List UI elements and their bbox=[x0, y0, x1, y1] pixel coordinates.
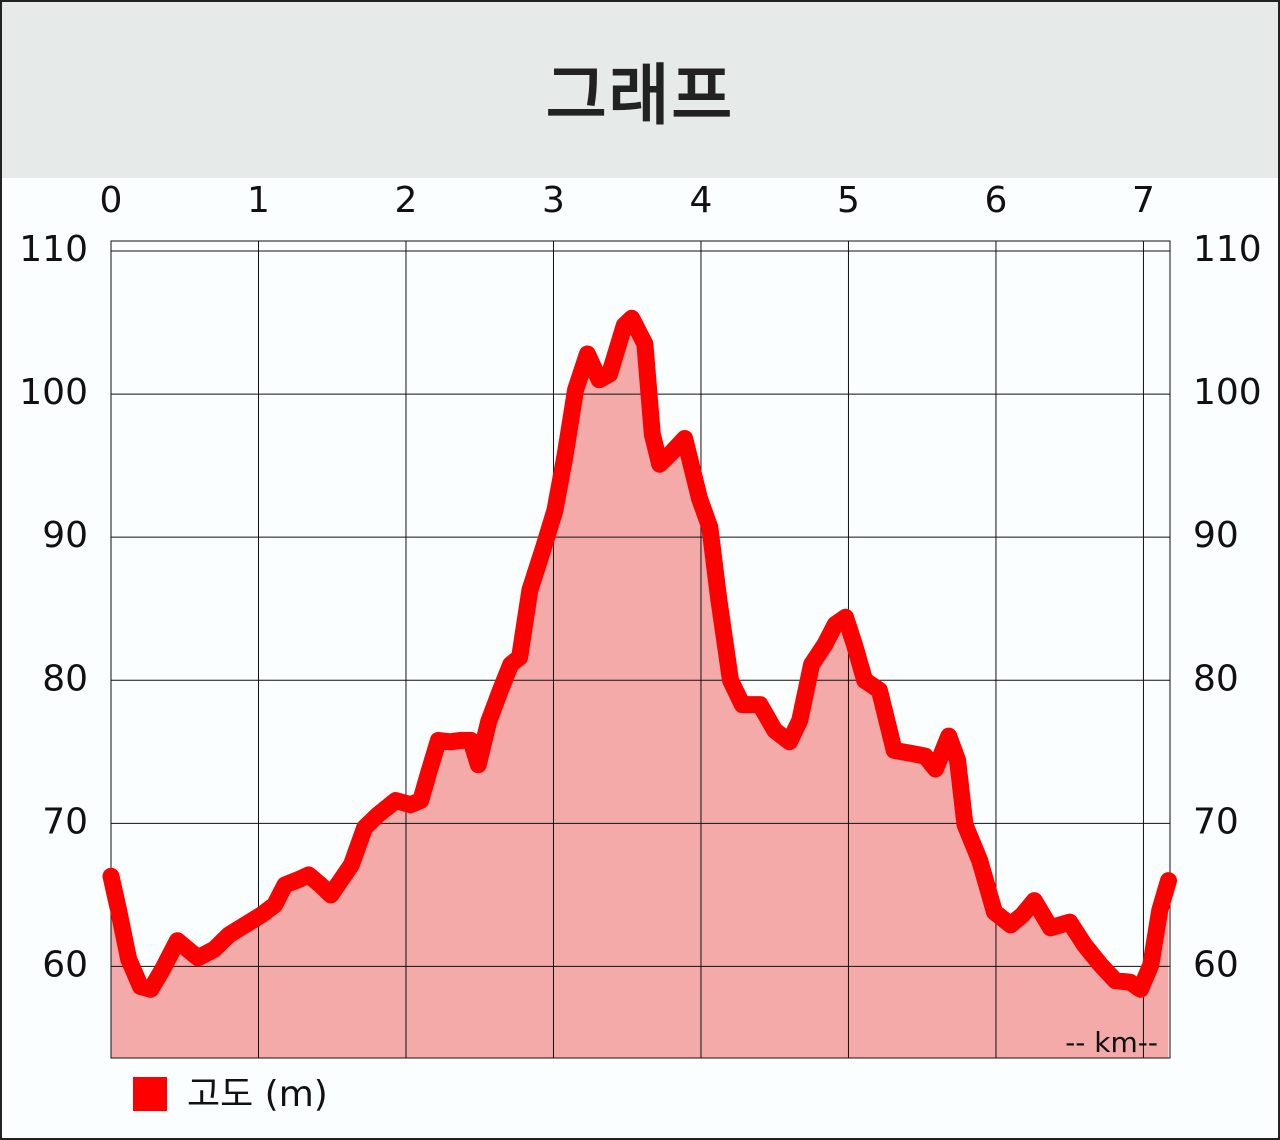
legend-label: 고도 (m) bbox=[187, 1074, 328, 1115]
plot-frame bbox=[110, 240, 1171, 1059]
y-tick-label-right: 60 bbox=[1193, 944, 1239, 985]
area bbox=[111, 318, 1169, 1058]
y-tick-label: 60 bbox=[42, 944, 88, 985]
annotation: -- km-- bbox=[1065, 1026, 1158, 1059]
x-tick-label: 5 bbox=[837, 180, 860, 221]
y-tick-label-right: 110 bbox=[1193, 229, 1262, 270]
x-tick-label: 3 bbox=[542, 180, 565, 221]
y-tick-label-right: 70 bbox=[1193, 801, 1239, 842]
line bbox=[102, 309, 1177, 998]
y-tick-label: 80 bbox=[42, 658, 88, 699]
y-tick-label-right: 80 bbox=[1193, 658, 1239, 699]
legend-swatch bbox=[133, 1077, 167, 1111]
x-tick-label: 6 bbox=[985, 180, 1008, 221]
x-tick-label: 7 bbox=[1132, 180, 1155, 221]
y-tick-label-right: 100 bbox=[1193, 372, 1262, 413]
y-tick-label: 110 bbox=[19, 229, 88, 270]
x-tick-label: 1 bbox=[247, 180, 270, 221]
x-tick-label: 0 bbox=[100, 180, 123, 221]
y-tick-label-right: 90 bbox=[1193, 515, 1239, 556]
y-tick-label: 90 bbox=[42, 515, 88, 556]
chart-title: 그래프 bbox=[545, 57, 735, 134]
x-tick-label: 2 bbox=[395, 180, 418, 221]
y-tick-label: 100 bbox=[19, 372, 88, 413]
header: 그래프 bbox=[2, 2, 1278, 178]
x-tick-label: 4 bbox=[690, 180, 713, 221]
y-tick-label: 70 bbox=[42, 801, 88, 842]
